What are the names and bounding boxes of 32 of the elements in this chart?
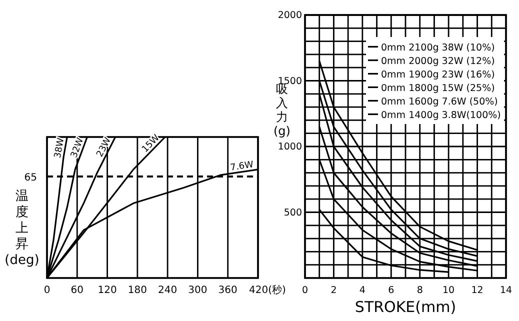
x-tick-label: 0 [44,285,50,296]
x-tick-label: 10 [442,285,455,296]
text: 7.6W [230,160,254,174]
x-tick-label: 240 [158,285,178,296]
x-tick-label: 120 [98,285,117,296]
x-tick-label: 420(秒) [249,284,286,296]
x-tick-label: 180 [128,285,147,296]
x-tick-label: 14 [500,285,512,296]
legend-label: 0mm 1600g 7.6W (50%) [381,96,498,108]
text: 32W [70,136,86,160]
x-tick-label: 300 [188,285,208,296]
x-tick-label: 60 [70,285,84,296]
legend-label: 0mm 1400g 3.8W(100%) [381,110,501,121]
x-tick-label: 6 [388,285,394,296]
y-axis-title: 温度上昇(deg) [4,189,40,268]
x-tick-label: 2 [330,285,337,296]
x-axis-title: STROKE(mm) [354,298,456,316]
x-tick-label: 12 [471,285,484,296]
legend-label: 0mm 1900g 23W (16%) [381,69,495,80]
legend-label: 0mm 2000g 32W (12%) [381,56,495,67]
text: 23W [95,136,114,159]
y-tick-label: 1000 [278,142,302,152]
x-tick-label: 8 [416,285,423,296]
text: 65 [24,172,37,184]
x-tick-label: 4 [359,285,366,296]
x-tick-label: 360 [218,285,238,296]
text: 38W [53,137,67,159]
x-tick-label: 0 [302,285,308,296]
legend-label: 0mm 1800g 15W (25%) [381,82,495,94]
y-tick-label: 2000 [278,10,302,21]
legend-label: 0mm 2100g 38W (10%) [381,42,495,54]
y-tick-label: 500 [284,207,302,218]
